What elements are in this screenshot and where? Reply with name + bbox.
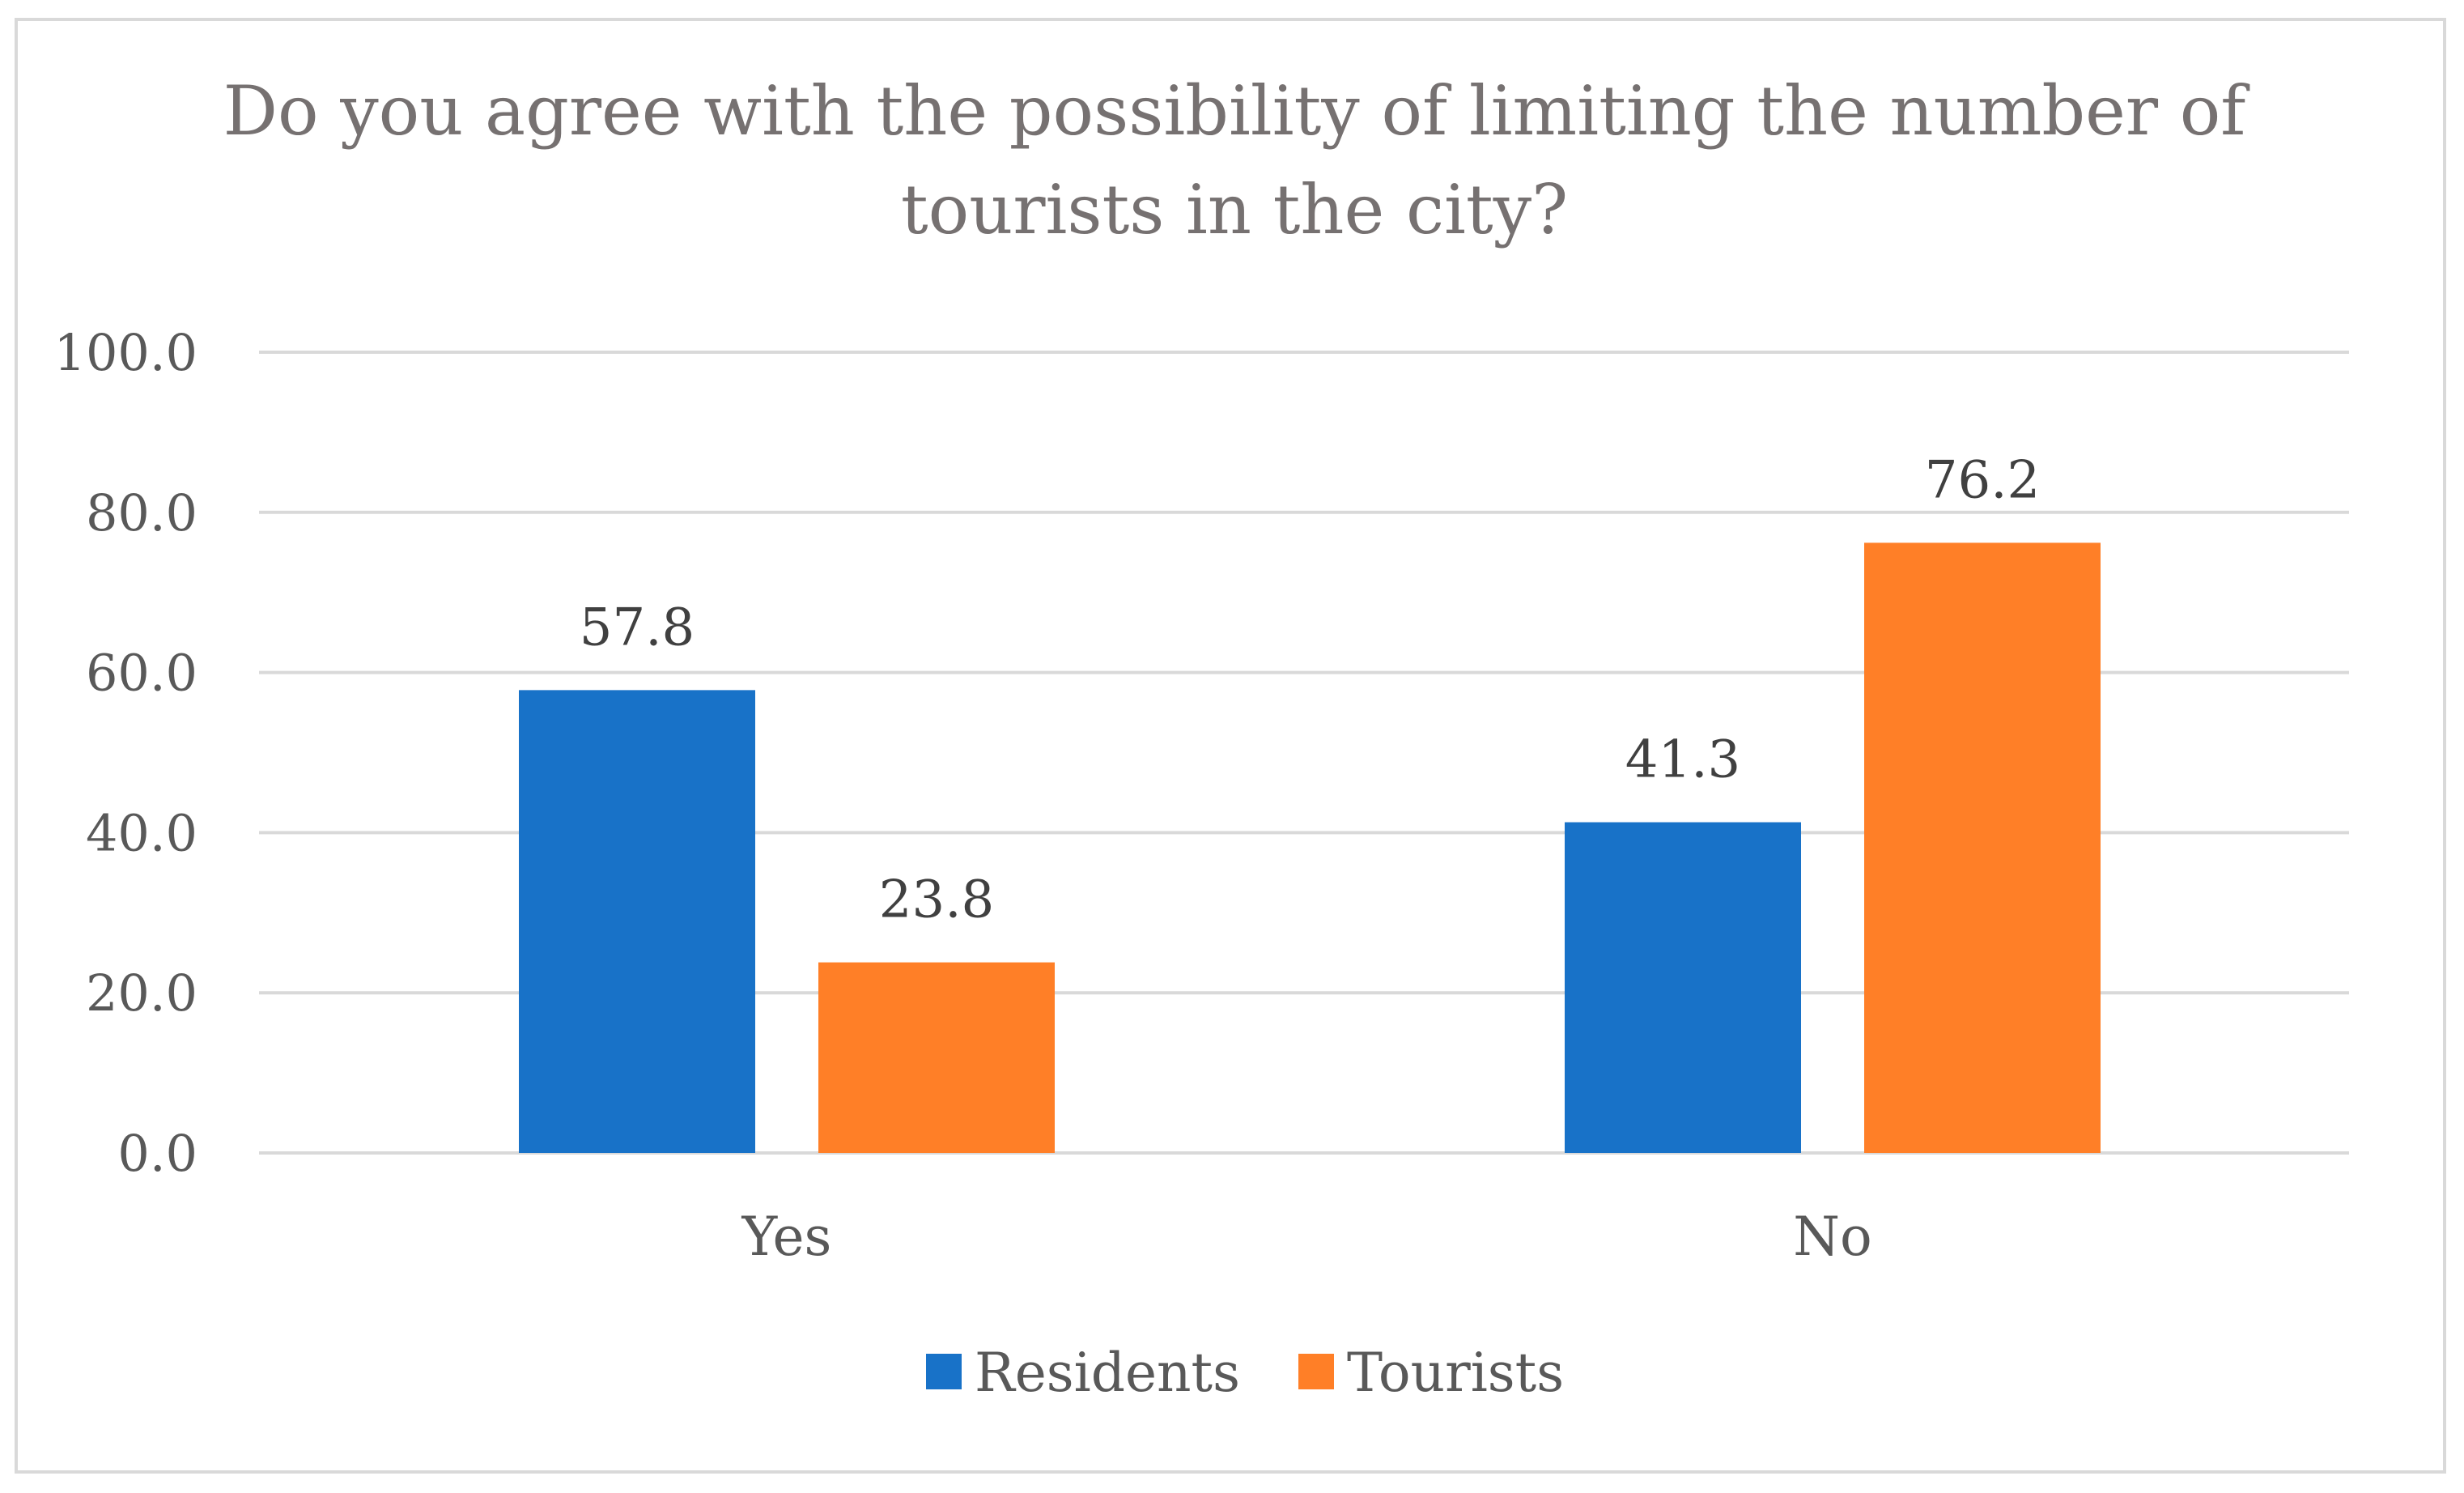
data-label-tourists-yes: 23.8: [879, 870, 995, 930]
legend: Residents Tourists: [926, 1342, 1564, 1404]
data-label-residents-yes: 57.8: [580, 598, 695, 657]
chart-title: Do you agree with the possibility of lim…: [223, 71, 2251, 249]
bars: [519, 542, 2101, 1153]
data-labels: 57.8 23.8 41.3 76.2: [580, 450, 2041, 929]
bar-tourists-yes: [818, 962, 1055, 1153]
legend-label-residents: Residents: [975, 1342, 1240, 1404]
x-category-yes: Yes: [741, 1206, 832, 1268]
legend-swatch-tourists: [1298, 1354, 1334, 1389]
legend-swatch-residents: [926, 1354, 962, 1389]
data-label-tourists-no: 76.2: [1925, 450, 2041, 510]
bar-residents-no: [1565, 822, 1801, 1153]
y-tick-label-5: 100.0: [54, 323, 198, 382]
bar-tourists-no: [1864, 542, 2101, 1153]
bar-chart: Do you agree with the possibility of lim…: [54, 71, 2349, 1404]
chart-title-line-1: Do you agree with the possibility of lim…: [223, 71, 2251, 151]
data-label-residents-no: 41.3: [1625, 730, 1741, 790]
legend-label-tourists: Tourists: [1347, 1342, 1564, 1404]
chart-title-line-2: tourists in the city?: [901, 170, 1568, 249]
bar-residents-yes: [519, 690, 755, 1153]
y-tick-label-3: 60.0: [86, 644, 198, 703]
x-category-no: No: [1793, 1206, 1872, 1268]
y-tick-label-4: 80.0: [86, 483, 198, 542]
x-axis-categories: Yes No: [741, 1206, 1872, 1268]
chart-frame: Do you agree with the possibility of lim…: [15, 18, 2446, 1474]
y-tick-label-2: 40.0: [86, 803, 198, 862]
y-tick-label-1: 20.0: [86, 963, 198, 1023]
y-tick-label-0: 0.0: [117, 1124, 198, 1183]
y-axis-ticks: 0.0 20.0 40.0 60.0 80.0 100.0: [54, 323, 198, 1183]
